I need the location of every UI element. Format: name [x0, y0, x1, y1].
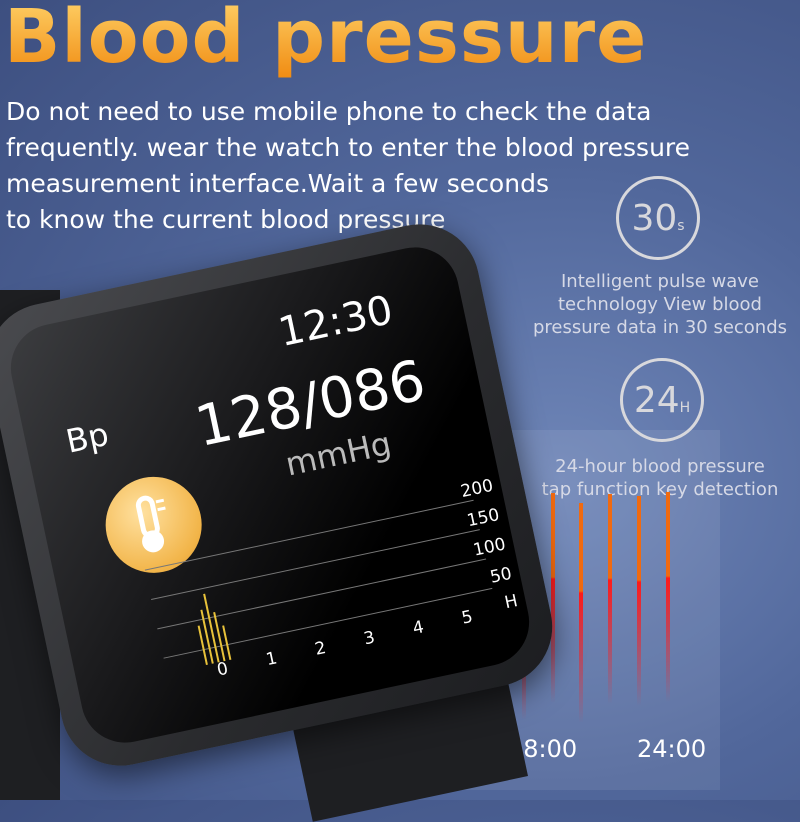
- badge-unit: s: [677, 218, 685, 234]
- grid-line: [163, 587, 493, 659]
- x-tick: 4: [410, 617, 426, 639]
- caption-line: Intelligent pulse wave: [560, 271, 760, 292]
- pressure-bar: [666, 492, 670, 702]
- pressure-bar: [551, 493, 555, 703]
- x-tick: 1: [264, 648, 279, 671]
- x-tick: 3: [362, 627, 377, 650]
- headline: Blood pressure: [4, 0, 647, 80]
- x-tick: 5: [459, 606, 475, 629]
- y-tick: 200: [459, 475, 495, 502]
- pressure-bar: [637, 496, 641, 706]
- pressure-bar: [608, 494, 612, 704]
- description-line: frequently. wear the watch to enter the …: [6, 133, 691, 162]
- y-tick: 150: [465, 505, 502, 532]
- 30-seconds-caption: Intelligent pulse wave technology View b…: [520, 270, 800, 339]
- badge-unit: H: [679, 400, 691, 416]
- description-line: to know the current blood pressure: [6, 205, 446, 234]
- smartwatch: 12:30 Bp 128/086 mmHg 200 150 100 50 H 0…: [0, 213, 564, 777]
- grid-line: [157, 558, 487, 630]
- grid-line: [151, 529, 480, 600]
- y-tick: 100: [471, 534, 508, 561]
- 24-hour-badge: 24 H: [620, 358, 704, 442]
- watch-time: 12:30: [274, 287, 397, 357]
- caption-line: technology View blood: [558, 294, 762, 315]
- caption-line: 24-hour blood pressure: [555, 456, 765, 477]
- badge-number: 24: [633, 379, 680, 421]
- description-line: measurement interface.Wait a few seconds: [6, 169, 549, 198]
- x-tick: 0: [215, 658, 231, 681]
- y-tick: H: [502, 591, 520, 614]
- pressure-bar: [579, 503, 583, 723]
- x-tick: 2: [313, 637, 328, 660]
- caption-line: pressure data in 30 seconds: [532, 317, 788, 338]
- 30-seconds-badge: 30 s: [616, 176, 700, 260]
- time-label: 24:00: [637, 735, 707, 763]
- badge-number: 30: [631, 197, 678, 239]
- bp-label: Bp: [62, 414, 112, 461]
- y-tick: 50: [488, 563, 514, 588]
- description: Do not need to use mobile phone to check…: [6, 94, 766, 238]
- thermometer-icon: [96, 467, 211, 582]
- watch-screen: 12:30 Bp 128/086 mmHg 200 150 100 50 H 0…: [2, 239, 538, 751]
- description-line: Do not need to use mobile phone to check…: [6, 97, 652, 126]
- 24-hour-caption: 24-hour blood pressure tap function key …: [520, 455, 800, 501]
- caption-line: tap function key detection: [541, 479, 779, 500]
